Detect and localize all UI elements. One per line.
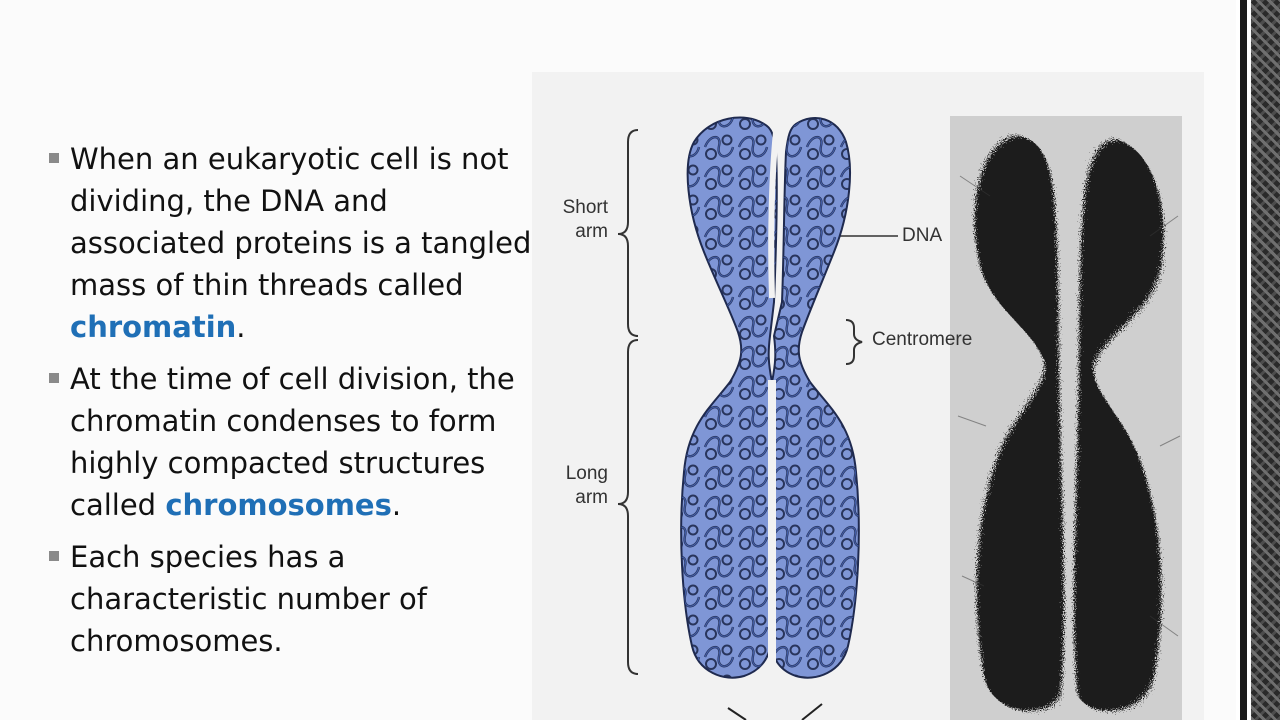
bullet-item: At the time of cell division, the chroma…	[46, 358, 536, 526]
bullet-list: When an eukaryotic cell is not dividing,…	[46, 138, 536, 672]
bullet-text-main: When an eukaryotic cell is not dividing,…	[70, 142, 531, 302]
long-arm-label-line2: arm	[548, 486, 608, 510]
term-chromatin: chromatin	[70, 310, 236, 344]
bullet-text: When an eukaryotic cell is not dividing,…	[70, 138, 536, 348]
short-arm-label-line1: Short	[548, 196, 608, 220]
square-bullet-icon	[46, 358, 70, 526]
chromosome-micrograph	[950, 116, 1182, 720]
long-arm-label-line1: Long	[548, 462, 608, 486]
long-arm-brace	[618, 340, 638, 674]
bullet-item: When an eukaryotic cell is not dividing,…	[46, 138, 536, 348]
dna-label: DNA	[902, 224, 942, 248]
bullet-text: At the time of cell division, the chroma…	[70, 358, 536, 526]
square-bullet-icon	[46, 536, 70, 662]
short-arm-label: Short arm	[548, 196, 608, 244]
edge-divider	[1240, 0, 1247, 720]
centromere-label: Centromere	[872, 328, 972, 352]
square-bullet-icon	[46, 138, 70, 348]
bullet-text-end: .	[392, 488, 401, 522]
bullet-text: Each species has a characteristic number…	[70, 536, 536, 662]
bullet-text-main: Each species has a characteristic number…	[70, 540, 427, 658]
term-chromosomes: chromosomes	[165, 488, 392, 522]
centromere-brace	[846, 320, 862, 364]
bullet-item: Each species has a characteristic number…	[46, 536, 536, 662]
bullet-text-end: .	[236, 310, 245, 344]
chromosome-diagram	[532, 72, 952, 720]
micrograph-image	[950, 116, 1182, 720]
decorative-border-pattern	[1251, 0, 1280, 720]
short-arm-label-line2: arm	[548, 220, 608, 244]
short-arm-brace	[618, 130, 638, 336]
long-arm-label: Long arm	[548, 462, 608, 510]
bottom-arrow-marks	[728, 704, 822, 720]
